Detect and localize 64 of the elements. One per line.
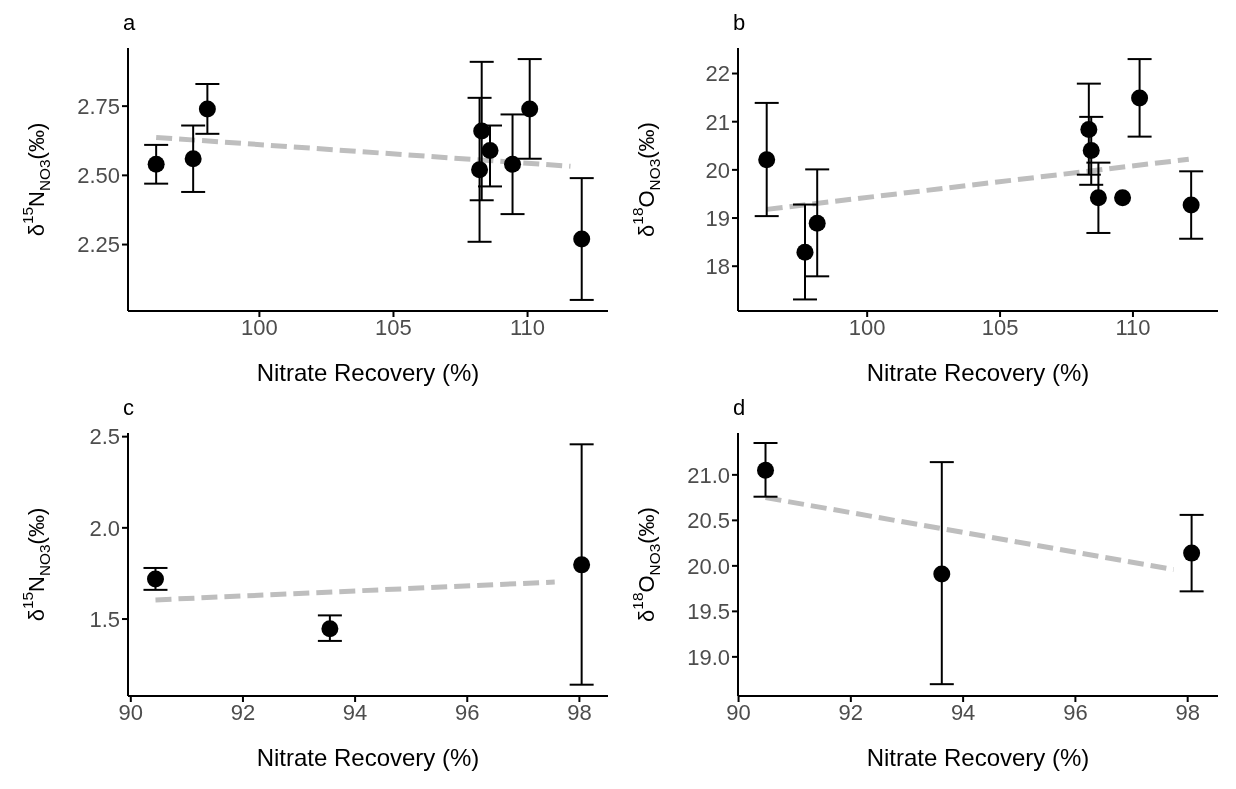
y-tick-label: 20.5 bbox=[687, 508, 730, 534]
point bbox=[1114, 189, 1132, 207]
point bbox=[198, 100, 216, 118]
point bbox=[184, 150, 202, 168]
x-tick-label: 110 bbox=[510, 314, 546, 340]
x-axis-title: Nitrate Recovery (%) bbox=[256, 359, 480, 386]
point bbox=[1182, 196, 1200, 214]
x-axis-title: Nitrate Recovery (%) bbox=[256, 744, 480, 771]
point bbox=[1080, 120, 1098, 138]
y-tick-label: 21.0 bbox=[687, 462, 730, 488]
x-tick-label: 90 bbox=[118, 699, 144, 725]
x-tick-label: 100 bbox=[241, 314, 278, 340]
x-tick-label: 98 bbox=[567, 699, 592, 725]
point bbox=[758, 151, 776, 169]
point bbox=[1131, 89, 1149, 107]
point bbox=[573, 230, 591, 248]
point bbox=[757, 461, 775, 479]
x-tick-label: 94 bbox=[342, 699, 368, 725]
point bbox=[573, 556, 591, 574]
point bbox=[473, 122, 491, 140]
point bbox=[504, 155, 522, 173]
point bbox=[1082, 142, 1100, 160]
chart-title: d bbox=[733, 395, 746, 421]
point bbox=[796, 243, 814, 261]
chart-title: c bbox=[123, 395, 134, 421]
x-tick-label: 96 bbox=[455, 699, 480, 725]
y-tick-label: 1.5 bbox=[89, 606, 120, 632]
point bbox=[521, 100, 539, 118]
x-tick-label: 96 bbox=[1063, 699, 1088, 725]
y-tick-label: 18 bbox=[705, 254, 730, 280]
x-tick-label: 98 bbox=[1175, 699, 1200, 725]
x-tick-label: 92 bbox=[230, 699, 256, 725]
chart-title: a bbox=[123, 10, 136, 36]
x-tick-label: 105 bbox=[375, 314, 412, 340]
x-axis-title: Nitrate Recovery (%) bbox=[866, 359, 1090, 386]
x-axis-title: Nitrate Recovery (%) bbox=[866, 744, 1090, 771]
y-tick-label: 2.75 bbox=[77, 93, 120, 119]
y-tick-label: 20 bbox=[705, 157, 730, 183]
point bbox=[481, 141, 499, 159]
x-tick-label: 92 bbox=[838, 699, 864, 725]
x-tick-label: 110 bbox=[1115, 314, 1151, 340]
point bbox=[933, 565, 951, 583]
x-tick-label: 105 bbox=[981, 314, 1019, 340]
point bbox=[1089, 189, 1107, 207]
x-tick-label: 94 bbox=[950, 699, 976, 725]
point bbox=[147, 155, 165, 173]
x-tick-label: 100 bbox=[848, 314, 886, 340]
y-tick-label: 22 bbox=[705, 61, 730, 87]
point bbox=[471, 161, 489, 179]
chart-title: b bbox=[733, 10, 746, 36]
y-tick-label: 19.5 bbox=[687, 599, 730, 625]
y-tick-label: 2.5 bbox=[89, 424, 120, 450]
point bbox=[808, 214, 826, 232]
y-tick-label: 2.25 bbox=[77, 232, 120, 258]
y-tick-label: 21 bbox=[705, 109, 730, 135]
y-tick-label: 19 bbox=[705, 205, 730, 231]
x-tick-label: 90 bbox=[726, 699, 751, 725]
y-tick-label: 20.0 bbox=[687, 553, 730, 579]
point bbox=[146, 570, 164, 588]
y-tick-label: 19.0 bbox=[687, 644, 730, 670]
y-tick-label: 2.0 bbox=[89, 515, 120, 541]
point bbox=[321, 620, 339, 638]
point bbox=[1183, 544, 1201, 562]
y-tick-label: 2.50 bbox=[77, 163, 120, 189]
